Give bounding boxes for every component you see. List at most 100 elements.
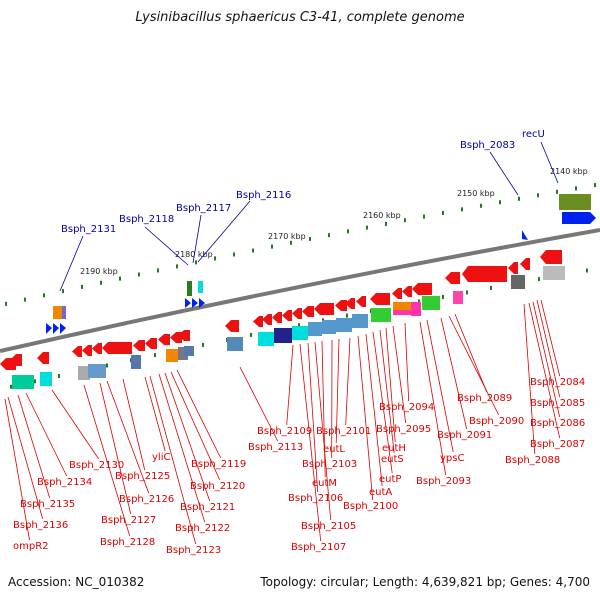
gene-block-reverse-8[interactable]: [184, 346, 194, 356]
gene-arrow-reverse-23[interactable]: [356, 296, 366, 307]
gene-label-bsph-2088[interactable]: Bsph_2088: [505, 455, 560, 466]
gene-block-reverse-5[interactable]: [131, 355, 141, 369]
gene-arrow-reverse-14[interactable]: [253, 316, 263, 327]
gene-arrow-bsph-2131c[interactable]: [60, 323, 66, 334]
gene-label-bsph-2126[interactable]: Bsph_2126: [119, 494, 174, 505]
gene-arrow-reverse-20[interactable]: [314, 303, 334, 315]
gene-arrow-reverse-25[interactable]: [392, 288, 402, 299]
gene-arrow-bsph-2131a[interactable]: [46, 323, 52, 334]
gene-arrow-reverse-17[interactable]: [282, 310, 292, 321]
gene-arrow-reverse-31[interactable]: [520, 258, 530, 270]
gene-arrow-reverse-21[interactable]: [335, 300, 347, 311]
gene-label-bsph-2106[interactable]: Bsph_2106: [288, 493, 343, 504]
gene-block-reverse-22[interactable]: [453, 291, 463, 304]
gene-arrow-bsph-2118b[interactable]: [192, 298, 198, 308]
gene-label-bsph-2094[interactable]: Bsph_2094: [379, 402, 434, 413]
gene-arrow-reverse-3[interactable]: [37, 352, 49, 364]
gene-label-bsph-2093[interactable]: Bsph_2093: [416, 476, 471, 487]
gene-label-bsph-2113[interactable]: Bsph_2113: [248, 442, 303, 453]
gene-label-bsph-2134[interactable]: Bsph_2134: [37, 477, 92, 488]
gene-block-reverse-16[interactable]: [352, 314, 368, 328]
gene-arrow-reverse-13[interactable]: [225, 320, 239, 332]
gene-block-bsph-2117[interactable]: [187, 281, 192, 296]
gene-block-bsph-2116[interactable]: [198, 281, 203, 293]
gene-label-bsph-2117[interactable]: Bsph_2117: [176, 203, 231, 214]
gene-block-reverse-11[interactable]: [274, 328, 292, 343]
gene-label-bsph-2085[interactable]: Bsph_2085: [530, 398, 585, 409]
gene-label-bsph-2136[interactable]: Bsph_2136: [13, 520, 68, 531]
gene-arrow-bsph-2118a[interactable]: [185, 298, 191, 308]
gene-arrow-reverse-4[interactable]: [72, 346, 82, 357]
gene-arrow-reverse-2[interactable]: [10, 354, 22, 366]
gene-block-reverse-19[interactable]: [393, 310, 411, 315]
gene-label-bsph-2120[interactable]: Bsph_2120: [190, 481, 245, 492]
gene-label-eutp[interactable]: eutP: [379, 474, 401, 485]
gene-label-bsph-2101[interactable]: Bsph_2101: [316, 426, 371, 437]
gene-block-reverse-20[interactable]: [411, 302, 421, 316]
gene-arrow-bsph-2118c[interactable]: [199, 298, 205, 308]
gene-block-reverse-12[interactable]: [292, 326, 308, 340]
gene-block-reverse-4[interactable]: [88, 364, 106, 378]
gene-label-eutl[interactable]: eutL: [323, 444, 345, 455]
gene-label-bsph-2086[interactable]: Bsph_2086: [530, 418, 585, 429]
gene-arrow-reverse-32[interactable]: [540, 250, 562, 264]
gene-block-reverse-23[interactable]: [511, 275, 525, 289]
gene-label-bsph-2128[interactable]: Bsph_2128: [100, 537, 155, 548]
gene-label-bsph-2109[interactable]: Bsph_2109: [257, 426, 312, 437]
gene-label-bsph-2083[interactable]: Bsph_2083: [460, 140, 515, 151]
gene-label-bsph-2087[interactable]: Bsph_2087: [530, 439, 585, 450]
gene-block-reverse-7[interactable]: [178, 347, 188, 360]
gene-block-reverse-24[interactable]: [543, 266, 565, 280]
gene-block-reverse-2[interactable]: [40, 372, 52, 386]
gene-arrow-reverse-8[interactable]: [133, 340, 145, 351]
gene-arrow-reverse-27[interactable]: [412, 283, 432, 295]
gene-block-reverse-21[interactable]: [422, 296, 440, 310]
gene-label-bsph-2090[interactable]: Bsph_2090: [469, 416, 524, 427]
gene-label-ompr2[interactable]: ompR2: [13, 541, 49, 552]
gene-arrow-reverse-22[interactable]: [345, 298, 355, 309]
gene-label-bsph-2105[interactable]: Bsph_2105: [301, 521, 356, 532]
gene-arrow-reverse-7[interactable]: [102, 342, 132, 354]
gene-label-bsph-2084[interactable]: Bsph_2084: [530, 377, 585, 388]
gene-label-bsph-2100[interactable]: Bsph_2100: [343, 501, 398, 512]
gene-block-reverse-15[interactable]: [336, 318, 352, 332]
gene-block-reverse-10[interactable]: [258, 332, 274, 346]
gene-arrow-reverse-19[interactable]: [302, 306, 314, 317]
gene-label-recU[interactable]: recU: [522, 129, 545, 140]
gene-block-reverse-9[interactable]: [227, 337, 243, 351]
gene-arrow-reverse-28[interactable]: [445, 272, 460, 284]
gene-label-ypsc[interactable]: ypsC: [440, 453, 464, 464]
gene-label-bsph-2121[interactable]: Bsph_2121: [180, 502, 235, 513]
gene-label-bsph-2131[interactable]: Bsph_2131: [61, 224, 116, 235]
gene-label-bsph-2118[interactable]: Bsph_2118: [119, 214, 174, 225]
gene-arrow-reverse-16[interactable]: [272, 312, 282, 323]
gene-arrow-reverse-15[interactable]: [262, 314, 272, 325]
gene-block-reverse-14[interactable]: [322, 320, 336, 334]
gene-block-recU[interactable]: [559, 194, 591, 210]
gene-arrow-reverse-5[interactable]: [82, 345, 92, 356]
gene-label-bsph-2103[interactable]: Bsph_2103: [302, 459, 357, 470]
gene-arrow-reverse-6[interactable]: [92, 343, 102, 354]
gene-block-reverse-1[interactable]: [12, 375, 34, 389]
gene-arrow-bsph-2083[interactable]: [522, 230, 528, 240]
gene-label-euta[interactable]: eutA: [369, 487, 392, 498]
gene-arrow-reverse-10[interactable]: [158, 334, 170, 345]
gene-label-bsph-2119[interactable]: Bsph_2119: [191, 459, 246, 470]
gene-arrow-reverse-18[interactable]: [292, 308, 302, 319]
gene-arrow-reverse-26[interactable]: [402, 286, 412, 297]
gene-arrow-reverse-29[interactable]: [462, 266, 507, 282]
gene-block-reverse-13[interactable]: [308, 322, 322, 336]
gene-label-bsph-2135[interactable]: Bsph_2135: [20, 499, 75, 510]
gene-label-eutm[interactable]: eutM: [312, 478, 337, 489]
gene-label-ylic[interactable]: yliC: [152, 452, 170, 463]
gene-label-bsph-2091[interactable]: Bsph_2091: [437, 430, 492, 441]
gene-arrow-recU[interactable]: [562, 212, 596, 224]
gene-block-reverse-17[interactable]: [371, 308, 391, 322]
gene-arrow-reverse-24[interactable]: [370, 293, 390, 305]
gene-label-bsph-2116[interactable]: Bsph_2116: [236, 190, 291, 201]
gene-arrow-reverse-12[interactable]: [178, 330, 190, 341]
gene-label-euts[interactable]: eutS: [381, 454, 404, 465]
gene-label-bsph-2107[interactable]: Bsph_2107: [291, 542, 346, 553]
gene-arrow-reverse-9[interactable]: [145, 338, 157, 349]
gene-block-reverse-6[interactable]: [166, 349, 178, 362]
